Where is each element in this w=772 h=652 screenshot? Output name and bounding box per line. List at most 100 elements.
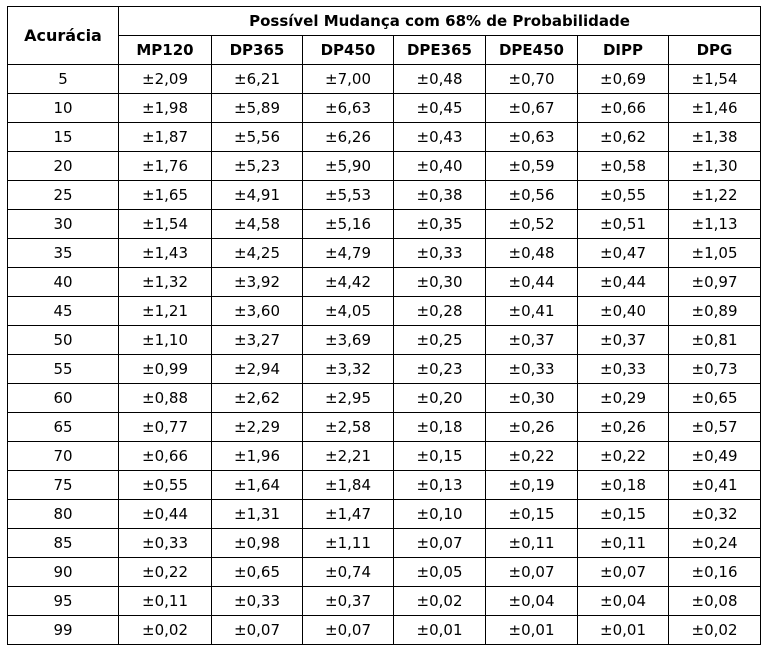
value-cell: ±0,04 bbox=[485, 586, 578, 616]
value-cell: ±1,22 bbox=[668, 180, 761, 210]
probability-table: Acurácia Possível Mudança com 68% de Pro… bbox=[7, 6, 761, 645]
value-cell: ±0,25 bbox=[393, 325, 486, 355]
value-cell: ±2,21 bbox=[302, 441, 394, 471]
value-cell: ±0,52 bbox=[485, 209, 578, 239]
value-cell: ±1,30 bbox=[668, 151, 761, 181]
value-cell: ±0,16 bbox=[668, 557, 761, 587]
value-cell: ±1,10 bbox=[118, 325, 212, 355]
acuracia-cell: 10 bbox=[7, 93, 119, 123]
value-cell: ±0,29 bbox=[577, 383, 669, 413]
acuracia-cell: 50 bbox=[7, 325, 119, 355]
value-cell: ±0,40 bbox=[577, 296, 669, 326]
value-cell: ±0,07 bbox=[485, 557, 578, 587]
value-cell: ±1,43 bbox=[118, 238, 212, 268]
value-cell: ±0,01 bbox=[485, 615, 578, 645]
value-cell: ±0,98 bbox=[211, 528, 303, 558]
value-cell: ±0,13 bbox=[393, 470, 486, 500]
value-cell: ±1,47 bbox=[302, 499, 394, 529]
value-cell: ±1,87 bbox=[118, 122, 212, 152]
value-cell: ±5,53 bbox=[302, 180, 394, 210]
value-cell: ±0,33 bbox=[485, 354, 578, 384]
value-cell: ±0,02 bbox=[393, 586, 486, 616]
value-cell: ±4,91 bbox=[211, 180, 303, 210]
value-cell: ±0,05 bbox=[393, 557, 486, 587]
value-cell: ±5,16 bbox=[302, 209, 394, 239]
table-container: Acurácia Possível Mudança com 68% de Pro… bbox=[7, 6, 761, 645]
value-cell: ±0,11 bbox=[577, 528, 669, 558]
value-cell: ±5,23 bbox=[211, 151, 303, 181]
value-cell: ±0,33 bbox=[211, 586, 303, 616]
table-row: 20 ±1,76 ±5,23 ±5,90 ±0,40 ±0,59 ±0,58 ±1,30 bbox=[7, 151, 761, 181]
value-cell: ±0,08 bbox=[668, 586, 761, 616]
value-cell: ±0,63 bbox=[485, 122, 578, 152]
table-body: 5 ±2,09 ±6,21 ±7,00 ±0,48 ±0,70 ±0,69 ±1,54 10 ±1… bbox=[7, 64, 761, 645]
value-cell: ±0,02 bbox=[668, 615, 761, 645]
acuracia-cell: 70 bbox=[7, 441, 119, 471]
value-cell: ±0,32 bbox=[668, 499, 761, 529]
acuracia-cell: 35 bbox=[7, 238, 119, 268]
value-cell: ±1,54 bbox=[118, 209, 212, 239]
value-cell: ±2,09 bbox=[118, 64, 212, 94]
column-header-dpe450: DPE450 bbox=[485, 35, 578, 65]
table-row: 65 ±0,77 ±2,29 ±2,58 ±0,18 ±0,26 ±0,26 ±0,57 bbox=[7, 412, 761, 442]
value-cell: ±0,07 bbox=[393, 528, 486, 558]
value-cell: ±4,05 bbox=[302, 296, 394, 326]
value-cell: ±0,69 bbox=[577, 64, 669, 94]
value-cell: ±0,44 bbox=[118, 499, 212, 529]
acuracia-cell: 20 bbox=[7, 151, 119, 181]
value-cell: ±1,38 bbox=[668, 122, 761, 152]
table-row: 40 ±1,32 ±3,92 ±4,42 ±0,30 ±0,44 ±0,44 ±0,97 bbox=[7, 267, 761, 297]
value-cell: ±0,37 bbox=[302, 586, 394, 616]
value-cell: ±0,41 bbox=[485, 296, 578, 326]
acuracia-cell: 15 bbox=[7, 122, 119, 152]
value-cell: ±0,33 bbox=[577, 354, 669, 384]
value-cell: ±0,07 bbox=[577, 557, 669, 587]
value-cell: ±6,21 bbox=[211, 64, 303, 94]
value-cell: ±0,45 bbox=[393, 93, 486, 123]
value-cell: ±0,04 bbox=[577, 586, 669, 616]
value-cell: ±0,19 bbox=[485, 470, 578, 500]
value-cell: ±5,90 bbox=[302, 151, 394, 181]
value-cell: ±0,70 bbox=[485, 64, 578, 94]
value-cell: ±0,20 bbox=[393, 383, 486, 413]
value-cell: ±2,94 bbox=[211, 354, 303, 384]
value-cell: ±0,62 bbox=[577, 122, 669, 152]
value-cell: ±0,58 bbox=[577, 151, 669, 181]
value-cell: ±1,13 bbox=[668, 209, 761, 239]
value-cell: ±0,66 bbox=[577, 93, 669, 123]
value-cell: ±0,77 bbox=[118, 412, 212, 442]
value-cell: ±1,64 bbox=[211, 470, 303, 500]
value-cell: ±0,33 bbox=[393, 238, 486, 268]
value-cell: ±0,49 bbox=[668, 441, 761, 471]
value-cell: ±4,25 bbox=[211, 238, 303, 268]
acuracia-cell: 80 bbox=[7, 499, 119, 529]
acuracia-cell: 30 bbox=[7, 209, 119, 239]
value-cell: ±1,76 bbox=[118, 151, 212, 181]
value-cell: ±3,60 bbox=[211, 296, 303, 326]
acuracia-cell: 60 bbox=[7, 383, 119, 413]
value-cell: ±0,57 bbox=[668, 412, 761, 442]
acuracia-cell: 85 bbox=[7, 528, 119, 558]
value-cell: ±1,54 bbox=[668, 64, 761, 94]
value-cell: ±2,95 bbox=[302, 383, 394, 413]
acuracia-cell: 45 bbox=[7, 296, 119, 326]
value-cell: ±0,30 bbox=[485, 383, 578, 413]
value-cell: ±0,07 bbox=[302, 615, 394, 645]
value-cell: ±5,89 bbox=[211, 93, 303, 123]
value-cell: ±0,23 bbox=[393, 354, 486, 384]
value-cell: ±0,11 bbox=[118, 586, 212, 616]
value-cell: ±0,15 bbox=[577, 499, 669, 529]
table-row: 80 ±0,44 ±1,31 ±1,47 ±0,10 ±0,15 ±0,15 ±0,32 bbox=[7, 499, 761, 529]
value-cell: ±0,55 bbox=[577, 180, 669, 210]
value-cell: ±0,56 bbox=[485, 180, 578, 210]
value-cell: ±1,65 bbox=[118, 180, 212, 210]
value-cell: ±0,11 bbox=[485, 528, 578, 558]
value-cell: ±6,63 bbox=[302, 93, 394, 123]
value-cell: ±6,26 bbox=[302, 122, 394, 152]
acuracia-cell: 75 bbox=[7, 470, 119, 500]
value-cell: ±0,37 bbox=[485, 325, 578, 355]
value-cell: ±0,59 bbox=[485, 151, 578, 181]
table-row: 99 ±0,02 ±0,07 ±0,07 ±0,01 ±0,01 ±0,01 ±0,02 bbox=[7, 615, 761, 645]
value-cell: ±0,26 bbox=[485, 412, 578, 442]
value-cell: ±2,62 bbox=[211, 383, 303, 413]
